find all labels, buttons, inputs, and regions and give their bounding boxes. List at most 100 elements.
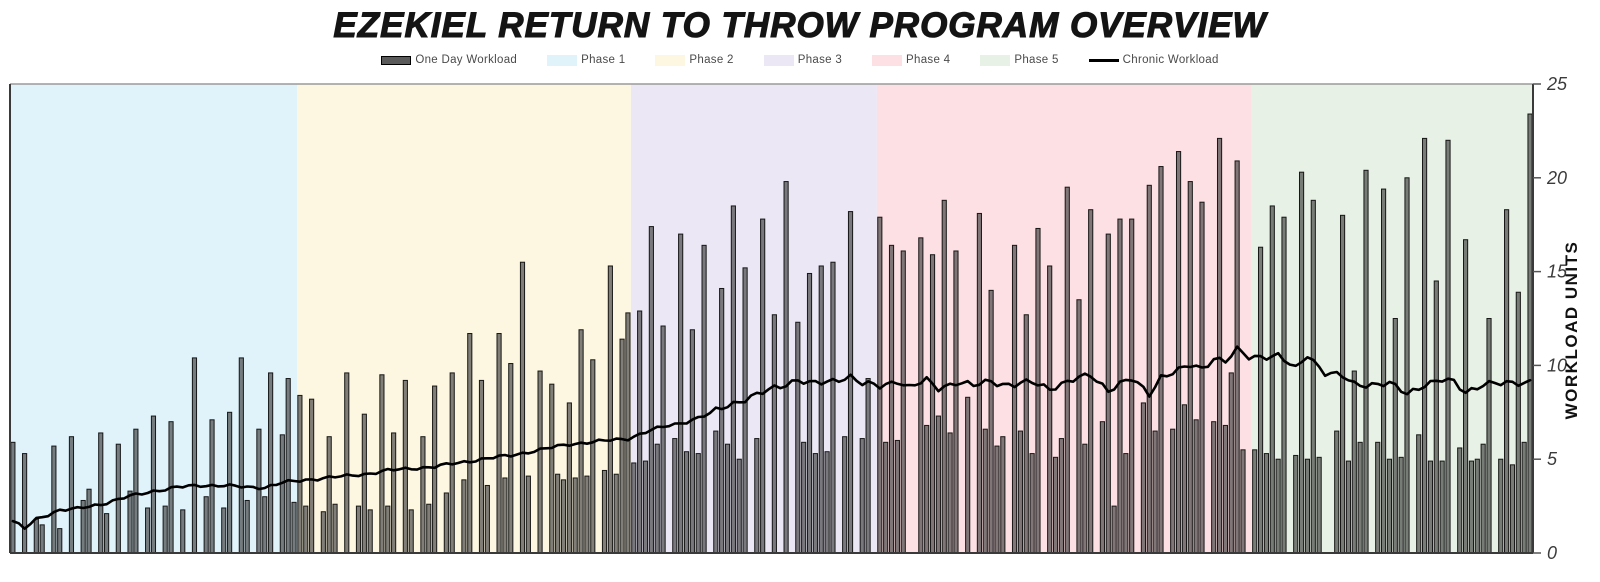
workload-bar: [1076, 299, 1082, 554]
workload-bar: [1029, 453, 1035, 554]
workload-bar: [695, 453, 701, 554]
workload-bar: [1170, 428, 1176, 554]
workload-bar: [549, 383, 555, 554]
workload-bar: [1468, 460, 1475, 554]
workload-bar: [461, 479, 467, 554]
workload-bar: [1281, 216, 1287, 554]
workload-bar: [320, 511, 326, 554]
workload-bar: [842, 436, 848, 554]
workload-bar: [1146, 184, 1152, 554]
workload-bar: [994, 445, 1000, 554]
workload-bar: [1064, 186, 1070, 554]
phase-band-phase-3: [630, 84, 877, 553]
workload-bar: [648, 226, 654, 554]
workload-bar: [98, 432, 104, 554]
workload-bar: [1375, 441, 1381, 554]
workload-bar: [929, 254, 936, 554]
workload-bar: [309, 398, 315, 554]
workload-bar: [1392, 318, 1398, 554]
workload-bar: [279, 434, 285, 554]
workload-bar: [1527, 113, 1533, 554]
workload-bar: [982, 428, 988, 554]
y-tick-label: 0: [1547, 543, 1557, 563]
workload-bar: [191, 357, 198, 554]
chronic-workload-line: [11, 345, 1532, 530]
workload-bar: [578, 329, 584, 554]
workload-bar: [1275, 458, 1281, 554]
y-tick-label: 5: [1547, 449, 1558, 469]
workload-bar: [1240, 449, 1246, 554]
workload-bar: [888, 244, 895, 554]
workload-bar: [361, 413, 367, 554]
workload-bar: [678, 233, 684, 554]
workload-bar: [1023, 314, 1029, 554]
workload-bar: [818, 265, 824, 554]
legend-item-phase-3: Phase 3: [763, 54, 842, 66]
legend-swatch: [381, 55, 412, 65]
workload-bar: [291, 501, 297, 554]
workload-bar: [285, 378, 291, 554]
workload-bar: [713, 430, 719, 554]
workload-bar: [953, 250, 959, 554]
workload-bar: [1052, 456, 1059, 554]
workload-bar: [900, 250, 906, 554]
workload-bar: [379, 374, 385, 554]
workload-bar: [1310, 199, 1316, 554]
workload-bar: [262, 496, 268, 554]
workload-bar: [326, 436, 332, 554]
workload-bar: [1474, 458, 1480, 554]
workload-bar: [1345, 460, 1352, 554]
legend-swatch: [547, 54, 578, 66]
workload-bar: [1058, 438, 1064, 554]
workload-bar: [1498, 458, 1504, 554]
y-tick-label: 15: [1547, 262, 1568, 282]
workload-bar: [1398, 456, 1404, 554]
workload-bar: [637, 310, 643, 554]
legend-item-phase-4: Phase 4: [872, 54, 950, 66]
workload-bar: [625, 312, 631, 554]
workload-bar: [332, 503, 338, 554]
workload-bar: [525, 475, 531, 554]
workload-bar: [22, 453, 28, 554]
workload-bar: [1422, 137, 1428, 554]
workload-bar: [227, 411, 233, 554]
workload-bar: [631, 462, 637, 554]
workload-bar: [10, 441, 16, 554]
legend-swatch: [655, 54, 686, 66]
workload-bar: [1193, 419, 1199, 554]
workload-bar: [1334, 430, 1340, 554]
workload-bar: [268, 372, 274, 554]
legend-item-one-day-workload: One Day Workload: [381, 54, 517, 66]
workload-bar: [806, 272, 813, 554]
workload-bar: [1509, 464, 1516, 554]
workload-bar: [1463, 239, 1469, 554]
workload-bar: [1252, 449, 1258, 554]
workload-bar: [1386, 458, 1393, 554]
workload-bar: [1457, 447, 1463, 554]
workload-bar: [572, 477, 578, 554]
workload-bar: [795, 321, 801, 554]
workload-bar: [760, 218, 766, 554]
workload-bar: [824, 451, 830, 554]
legend-item-phase-5: Phase 5: [980, 54, 1058, 66]
workload-bar: [180, 509, 186, 554]
workload-bar: [1486, 318, 1492, 554]
workload-bar: [918, 237, 924, 554]
workload-bar: [683, 451, 690, 554]
workload-bar: [566, 402, 572, 554]
workload-bar: [660, 325, 666, 554]
legend-item-phase-1: Phase 1: [547, 54, 625, 66]
workload-bar: [865, 378, 871, 554]
workload-bar: [104, 513, 110, 554]
legend: One Day Workload Phase 1 Phase 2 Phase 3 Pha…: [0, 54, 1600, 66]
workload-bar: [1357, 441, 1363, 554]
workload-bar: [57, 528, 63, 554]
workload-bar: [1222, 424, 1228, 554]
workload-bar: [68, 436, 75, 554]
workload-bar: [1111, 505, 1117, 554]
workload-bar: [783, 181, 789, 554]
workload-bar: [297, 394, 303, 554]
workload-bar: [877, 216, 883, 554]
workload-bar: [1000, 436, 1006, 554]
